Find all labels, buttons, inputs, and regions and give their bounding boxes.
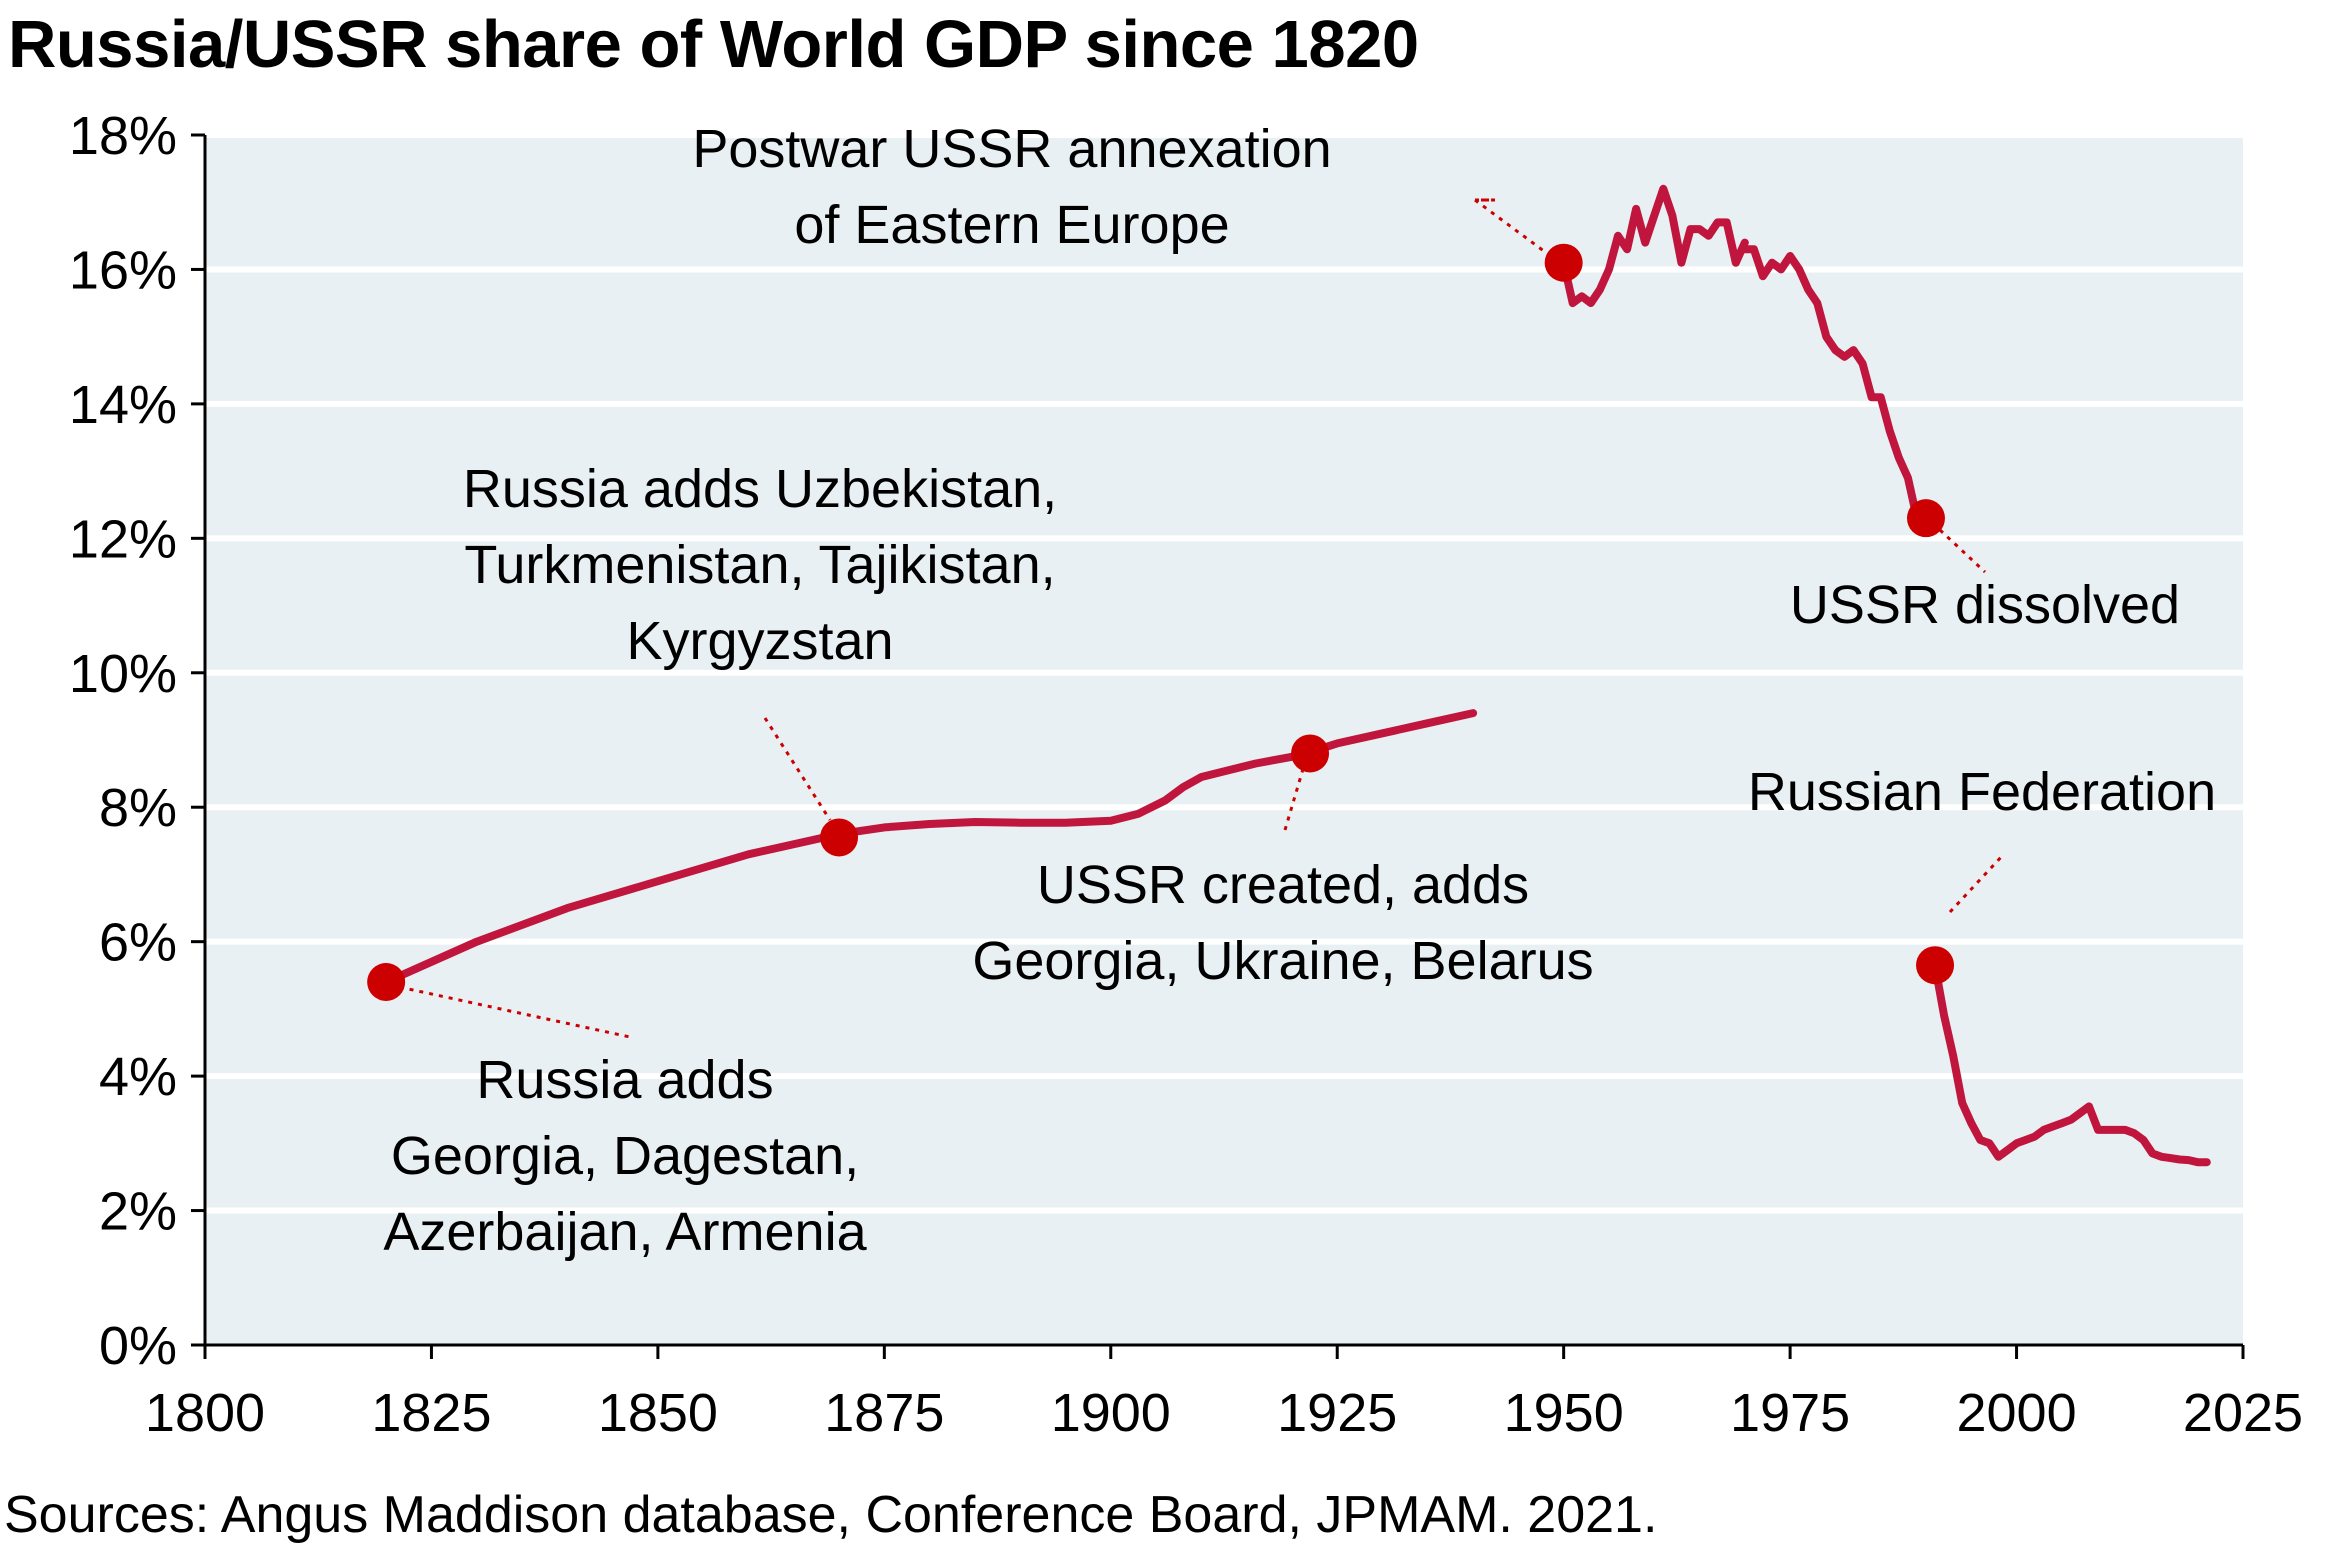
y-tick-label: 0% <box>99 1316 177 1376</box>
axes: 0% 2% 4% 6% 8% 10% 12% 14% 16% 18% 1800 1825 1850 187… <box>69 106 2303 1443</box>
x-tick-label: 1850 <box>598 1383 718 1443</box>
event-markers <box>367 243 1955 1001</box>
annotation-line: USSR created, adds <box>1037 855 1529 915</box>
y-tick-label: 4% <box>99 1047 177 1107</box>
event-marker <box>1291 734 1330 773</box>
y-tick-label: 14% <box>69 375 177 435</box>
annotation-line: Georgia, Dagestan, <box>391 1126 859 1186</box>
annotation-leader <box>1470 198 1561 265</box>
x-tick-label: 1900 <box>1051 1383 1171 1443</box>
annotation-leader <box>389 983 631 1039</box>
series-line-4 <box>1931 961 2211 1167</box>
annotation-line: Kyrgyzstan <box>626 611 893 671</box>
x-tick-label: 1800 <box>145 1383 265 1443</box>
annotation-line: of Eastern Europe <box>794 195 1229 255</box>
y-tick-label: 10% <box>69 644 177 704</box>
x-tick-label: 1825 <box>371 1383 491 1443</box>
annotation-label: Postwar USSR annexation of Eastern Europe <box>692 119 1331 255</box>
y-tick-label: 12% <box>69 509 177 569</box>
event-marker <box>367 963 406 1001</box>
y-tick-label: 8% <box>99 778 177 838</box>
event-marker <box>1916 946 1955 985</box>
source-note: Sources: Angus Maddison database, Confer… <box>4 1486 1658 1544</box>
annotation-line: Russia adds Uzbekistan, <box>463 459 1057 519</box>
x-tick-label: 1925 <box>1277 1383 1397 1443</box>
event-marker <box>1906 499 1945 538</box>
x-tick-label: 2000 <box>1956 1383 2076 1443</box>
annotation-line: USSR dissolved <box>1790 575 2180 635</box>
x-tick-label: 1950 <box>1504 1383 1624 1443</box>
x-tick-label: 2025 <box>2183 1383 2303 1443</box>
annotation-leader <box>1948 853 2005 914</box>
annotation-line: Postwar USSR annexation <box>692 119 1331 179</box>
annotation-leaders <box>389 198 2005 1039</box>
gridlines <box>205 132 2243 1214</box>
annotation-line: Turkmenistan, Tajikistan, <box>464 535 1055 595</box>
y-tick-label: 6% <box>99 913 177 973</box>
annotation-line: Russia adds <box>476 1050 773 1110</box>
annotations: Russia adds Georgia, Dagestan, Azerbaijan,… <box>383 119 2216 1262</box>
annotation-label: Russian Federation <box>1748 762 2216 822</box>
series-line-3 <box>1740 245 1930 523</box>
chart-title: Russia/USSR share of World GDP since 182… <box>8 7 1419 82</box>
annotation-line: Georgia, Ukraine, Belarus <box>972 931 1593 991</box>
y-tick-label: 16% <box>69 240 177 300</box>
x-tick-label: 1975 <box>1730 1383 1850 1443</box>
annotation-line: Russian Federation <box>1748 762 2216 822</box>
series-line-2 <box>1559 184 1749 308</box>
annotation-leader <box>1283 751 1310 831</box>
annotation-label: Russia adds Uzbekistan, Turkmenistan, Taj… <box>463 459 1057 671</box>
y-tick-label: 2% <box>99 1182 177 1242</box>
x-tick-label: 1875 <box>824 1383 944 1443</box>
annotation-label: Russia adds Georgia, Dagestan, Azerbaijan,… <box>383 1050 867 1262</box>
event-marker <box>1544 243 1583 282</box>
annotation-leader <box>763 717 832 821</box>
annotation-line: Azerbaijan, Armenia <box>383 1202 867 1262</box>
plot-area <box>205 135 2243 1345</box>
annotation-label: USSR created, adds Georgia, Ukraine, Bela… <box>972 855 1593 991</box>
annotation-leader <box>1938 528 1987 574</box>
y-tick-label: 18% <box>69 106 177 166</box>
annotation-label: USSR dissolved <box>1790 575 2180 635</box>
event-marker <box>820 818 859 857</box>
